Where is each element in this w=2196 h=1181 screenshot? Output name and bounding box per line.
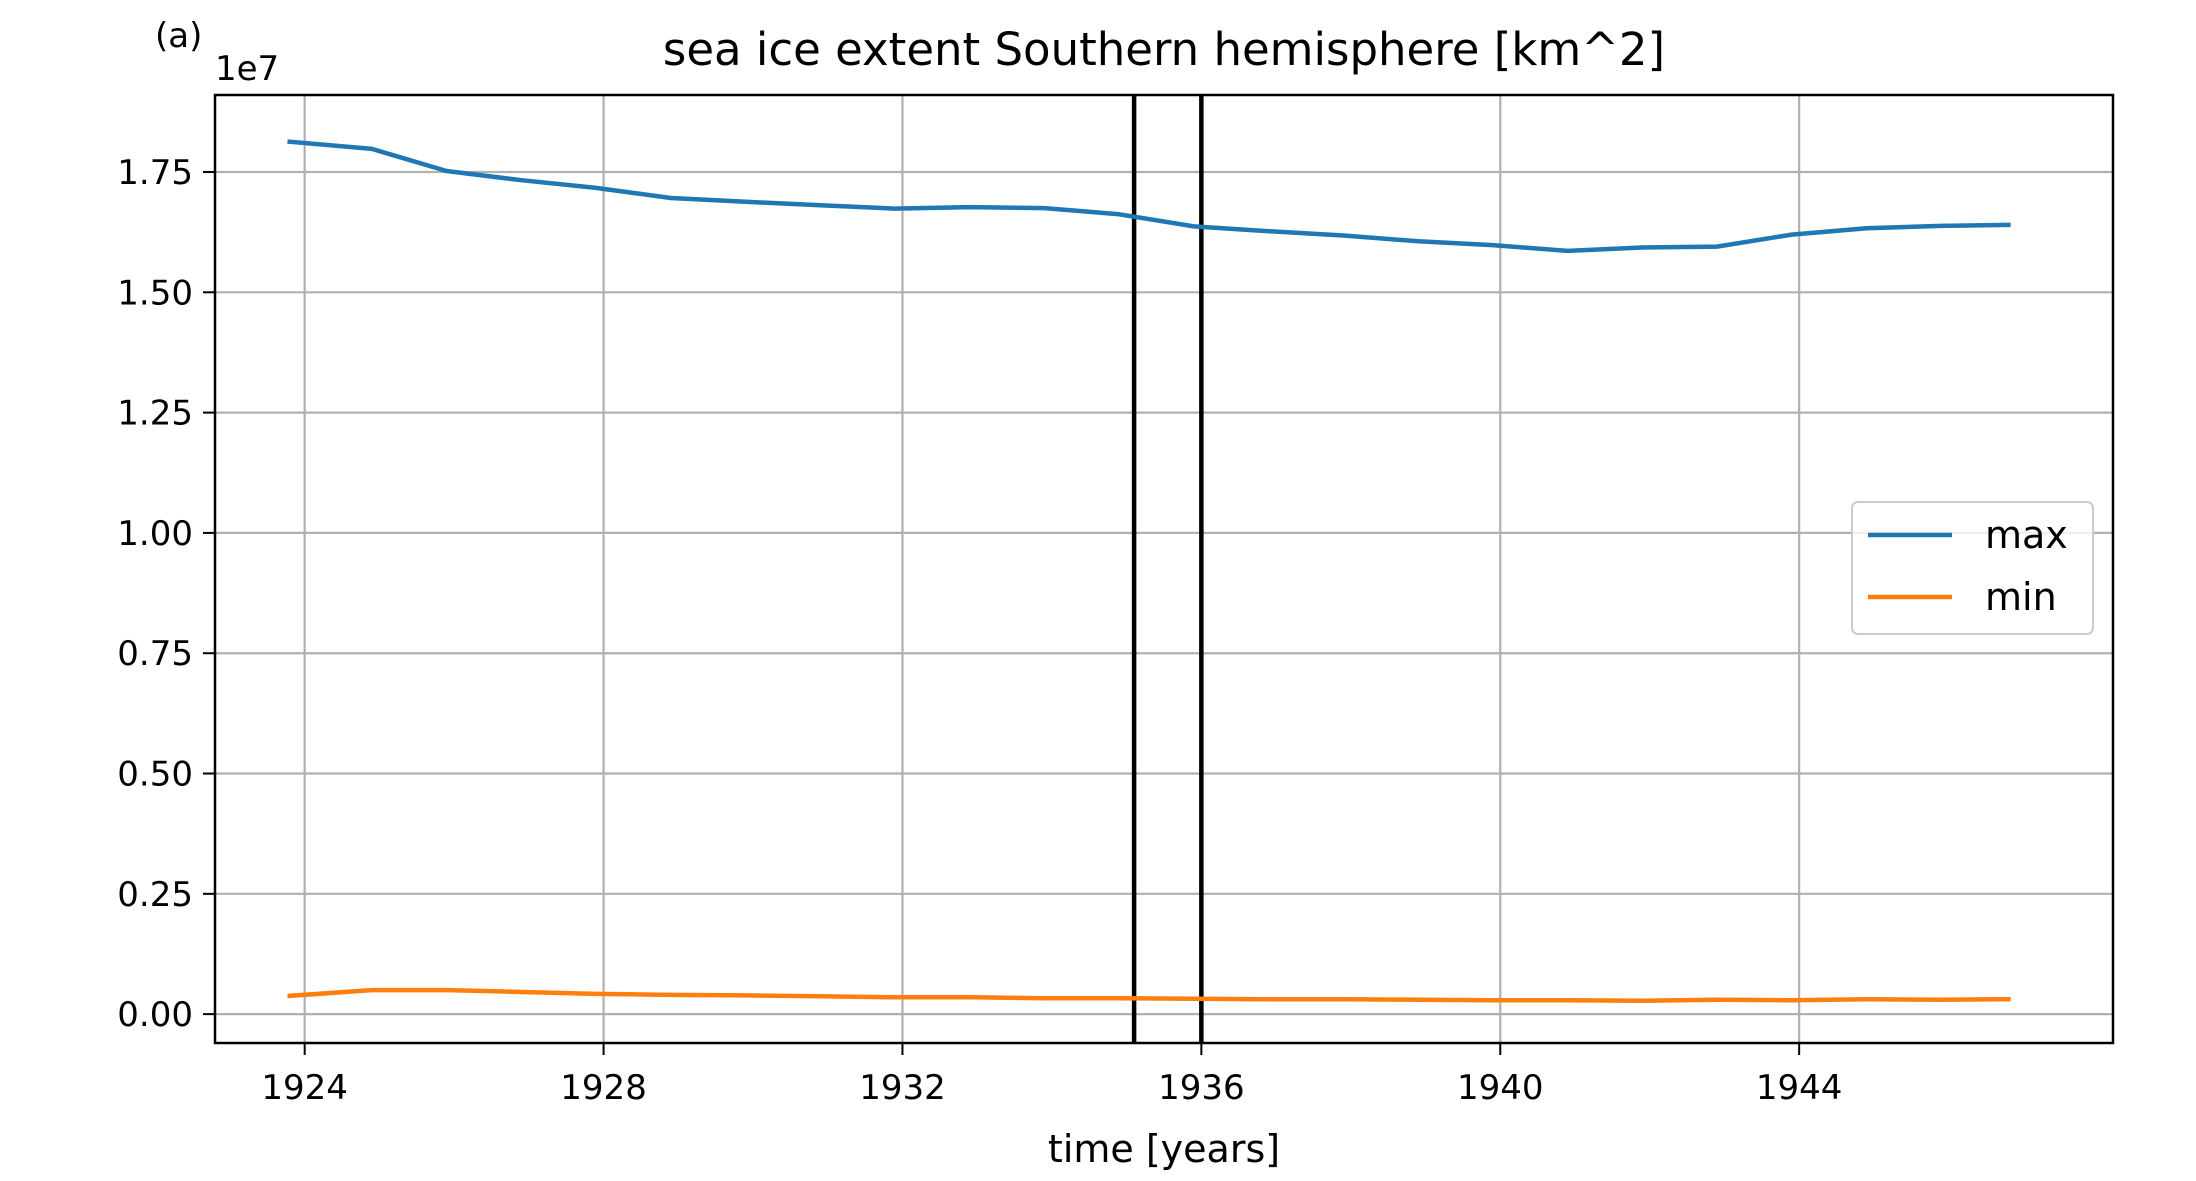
panel-label: (a)	[155, 16, 202, 56]
series-line-min	[287, 987, 2011, 1003]
y-tick-label: 0.25	[117, 875, 193, 915]
x-tick-label: 1932	[859, 1068, 946, 1108]
vertical-markers	[1131, 95, 1204, 1043]
y-tick-label: 1.00	[117, 514, 193, 554]
y-tick-label: 1.75	[117, 153, 193, 193]
x-tick-label: 1940	[1457, 1068, 1544, 1108]
x-tick-label: 1936	[1158, 1068, 1245, 1108]
x-tick-label: 1944	[1756, 1068, 1843, 1108]
y-tick-label: 1.25	[117, 394, 193, 434]
x-tick-label: 1924	[261, 1068, 348, 1108]
x-axis-label: time [years]	[1048, 1127, 1280, 1171]
chart-title: sea ice extent Southern hemisphere [km^2…	[663, 23, 1665, 76]
plot-frame	[213, 93, 2115, 1045]
legend-label-min: min	[1985, 575, 2057, 619]
y-offset-label: 1e7	[215, 49, 279, 89]
series-line-max	[287, 139, 2011, 254]
y-tick-label: 1.50	[117, 273, 193, 313]
grid-lines	[215, 95, 2113, 1043]
y-axis-ticks: 0.00 0.25 0.50 0.75 1.00 1.25 1.50 1.75	[117, 153, 215, 1035]
y-tick-label: 0.75	[117, 634, 193, 674]
y-tick-label: 0.50	[117, 755, 193, 795]
x-tick-label: 1928	[560, 1068, 647, 1108]
data-series	[287, 139, 2011, 1003]
legend: max min	[1851, 501, 2094, 635]
legend-label-max: max	[1985, 513, 2068, 557]
y-tick-label: 0.00	[117, 995, 193, 1035]
x-axis-ticks: 1924 1928 1932 1936 1940 1944	[261, 1043, 1842, 1108]
